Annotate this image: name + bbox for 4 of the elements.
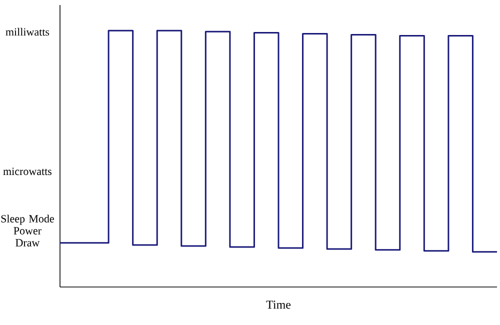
text: Sleep Mode Power Draw <box>1 214 54 246</box>
text: microwatts <box>3 168 52 176</box>
text: milliwatts <box>6 28 50 36</box>
x-axis-title: Time <box>266 300 291 309</box>
